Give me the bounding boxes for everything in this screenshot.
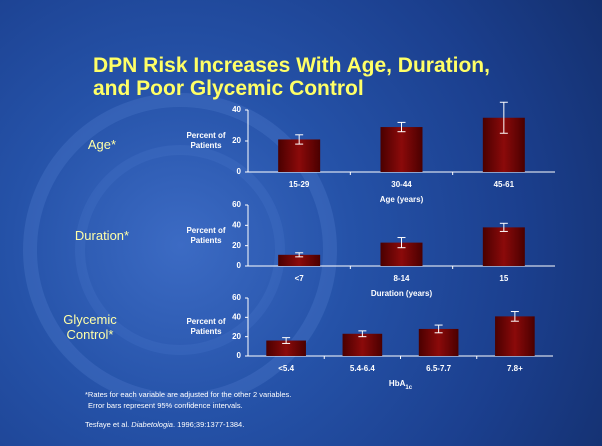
x-axis-label: Age (years): [380, 195, 424, 204]
decor: [75, 145, 285, 355]
bar: [418, 328, 459, 356]
error-bar: [434, 324, 443, 334]
x-axis-label-text: Age (years): [380, 195, 424, 204]
row-label: Glycemic Control*: [63, 312, 117, 342]
y-tick-label: 0: [237, 167, 242, 176]
bar: [495, 316, 535, 356]
citation: Tesfaye et al. Diabetologia. 1996;39:137…: [85, 420, 244, 429]
y-tick-label: 0: [237, 261, 242, 270]
citation-part: Tesfaye et al.: [85, 420, 131, 429]
x-tick-label: 15-29: [289, 180, 310, 189]
y-tick-label: 60: [232, 293, 241, 302]
error-bar: [510, 311, 519, 322]
x-tick-label: 5.4-6.4: [350, 364, 375, 373]
citation-part: . 1996;39:1377-1384.: [173, 420, 244, 429]
error-bar: [397, 121, 406, 133]
y-axis-label: Percent of Patients: [186, 317, 226, 336]
x-tick-label: <5.4: [278, 364, 294, 373]
y-tick-label: 60: [232, 200, 241, 209]
x-axis-label-text: HbA: [389, 379, 406, 388]
bar: [278, 139, 321, 172]
x-tick-label: 30-44: [391, 180, 412, 189]
x-axis-label-text: Duration (years): [371, 289, 433, 298]
x-axis-label: HbA1c: [389, 379, 413, 390]
error-bar: [295, 252, 304, 258]
x-tick-label: 15: [499, 274, 508, 283]
footnote: Error bars represent 95% confidence inte…: [88, 401, 243, 410]
footnote: *Rates for each variable are adjusted fo…: [85, 390, 291, 399]
citation-part: Diabetologia: [131, 420, 173, 429]
y-tick-label: 20: [232, 136, 241, 145]
title: and Poor Glycemic Control: [93, 77, 364, 100]
error-bar: [499, 222, 508, 232]
y-tick-label: 20: [232, 241, 241, 250]
y-tick-label: 0: [237, 351, 242, 360]
y-tick-label: 40: [232, 220, 241, 229]
bar: [380, 127, 423, 172]
row-label: Duration*: [74, 228, 130, 243]
bar: [342, 333, 383, 356]
x-tick-label: <7: [295, 274, 305, 283]
bar: [278, 254, 321, 266]
y-axis-label: Percent of Patients: [186, 131, 226, 150]
y-tick-label: 40: [232, 312, 241, 321]
bar: [380, 242, 423, 266]
row-label: Age*: [87, 137, 117, 152]
x-axis-label-subscript: 1c: [405, 385, 412, 391]
x-tick-label: 45-61: [494, 180, 515, 189]
bar: [266, 340, 306, 356]
error-bar: [358, 330, 367, 338]
decor: [23, 93, 337, 407]
error-bar: [397, 237, 406, 249]
error-bar: [499, 101, 508, 134]
bar: [482, 227, 525, 266]
y-tick-label: 40: [232, 105, 241, 114]
error-bar: [282, 337, 291, 344]
title: DPN Risk Increases With Age, Duration,: [93, 54, 490, 77]
x-axis-label: Duration (years): [371, 289, 433, 298]
y-axis-label: Percent of Patients: [186, 225, 226, 245]
x-tick-label: 7.8+: [507, 364, 523, 373]
x-tick-label: 6.5-7.7: [426, 364, 451, 373]
error-bar: [295, 134, 304, 145]
y-tick-label: 20: [232, 332, 241, 341]
x-tick-label: 8-14: [393, 274, 410, 283]
